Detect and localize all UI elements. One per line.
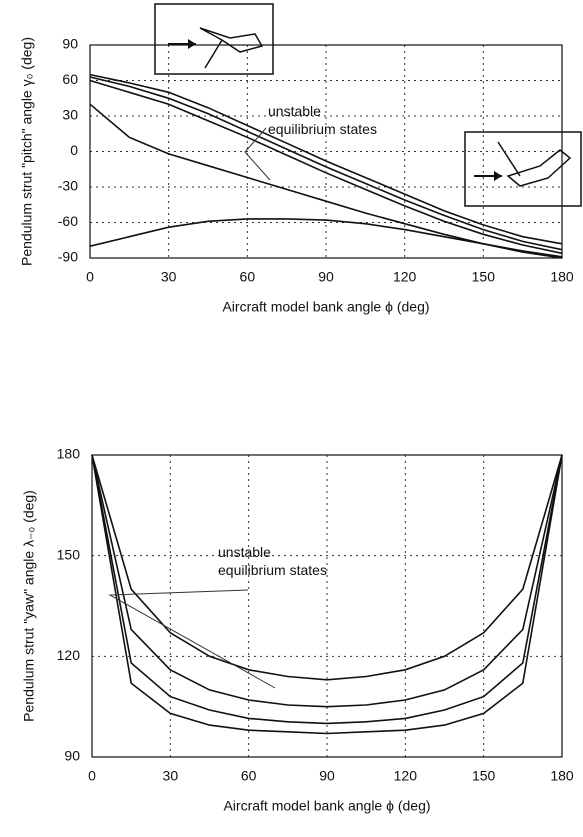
y-tick-label: -30 [58,178,78,194]
annotation-pointer [108,589,276,689]
y-tick-label: 60 [62,71,78,87]
x-axis-label: Aircraft model bank angle ϕ (deg) [223,798,430,814]
x-tick-label: 90 [318,269,334,285]
y-tick-label: -90 [58,249,78,265]
inset-icon [464,131,582,207]
x-tick-label: 0 [86,269,94,285]
x-tick-label: 120 [393,269,417,285]
y-axis-label: Pendulum strut "yaw" angle λ₋₀ (deg) [21,490,37,722]
inset-icon [154,3,274,75]
series-line [89,218,563,258]
x-tick-label: 180 [550,768,574,784]
series-line [91,454,563,725]
series-line [91,454,563,735]
series-line [89,73,563,245]
y-tick-label: -60 [58,213,78,229]
x-tick-label: 30 [163,768,179,784]
x-tick-label: 30 [161,269,177,285]
x-tick-label: 150 [472,269,496,285]
annotation: unstable equilibrium states [218,544,327,578]
y-tick-label: 180 [57,446,81,462]
annotation-pointer [244,127,271,181]
y-tick-label: 0 [70,142,78,158]
y-tick-label: 90 [64,748,80,764]
x-tick-label: 150 [472,768,496,784]
y-tick-label: 120 [57,647,81,663]
y-tick-label: 30 [62,107,78,123]
series-line [89,76,563,251]
series-line [91,454,563,681]
x-axis-label: Aircraft model bank angle ϕ (deg) [222,299,429,315]
x-tick-label: 90 [319,768,335,784]
y-tick-label: 90 [62,36,78,52]
plot-frame [91,454,563,758]
x-tick-label: 180 [550,269,574,285]
y-axis-label: Pendulum strut "pitch" angle γ₀ (deg) [19,37,35,266]
x-tick-label: 0 [88,768,96,784]
x-tick-label: 60 [240,269,256,285]
y-tick-label: 150 [57,546,81,562]
x-tick-label: 120 [394,768,418,784]
plot-frame [89,44,563,259]
series-line [89,79,563,255]
series-line [91,454,563,708]
annotation: unstable equilibrium states [268,103,377,137]
x-tick-label: 60 [241,768,257,784]
